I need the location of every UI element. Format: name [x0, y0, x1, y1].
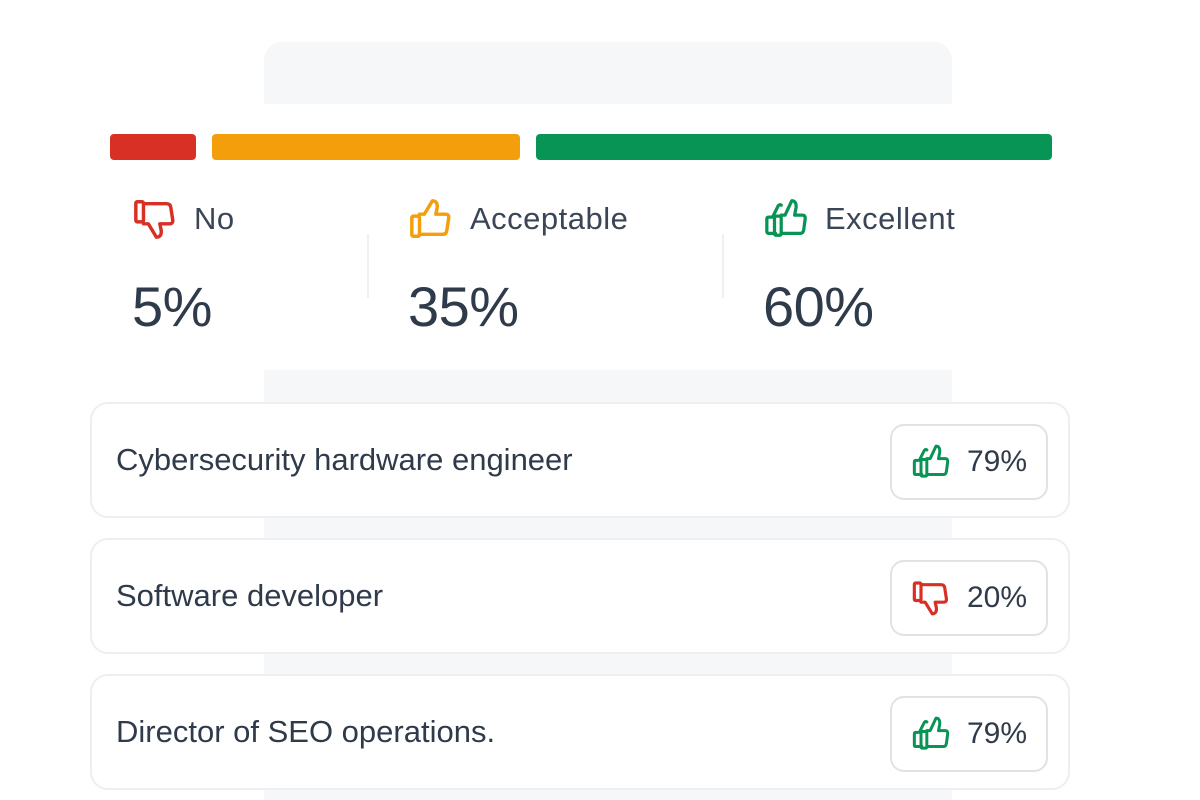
category-no-label: No: [194, 201, 235, 236]
role-row[interactable]: Cybersecurity hardware engineer 79%: [90, 402, 1070, 518]
role-title: Cybersecurity hardware engineer: [116, 442, 573, 477]
divider: [367, 234, 369, 298]
divider: [722, 234, 724, 298]
role-score-badge: 79%: [890, 696, 1048, 772]
distribution-segment-excellent: [536, 134, 1052, 160]
thumbs-down-icon: [912, 581, 949, 616]
role-score: 20%: [966, 581, 1028, 614]
role-score: 79%: [966, 445, 1028, 478]
category-excellent-label: Excellent: [825, 201, 956, 236]
double-thumbs-up-icon: [912, 444, 950, 478]
double-thumbs-up-icon: [765, 199, 807, 237]
distribution-segment-no: [110, 134, 196, 160]
role-score-badge: 20%: [890, 560, 1048, 636]
category-excellent-header: Excellent: [763, 196, 955, 242]
category-acceptable-value: 35%: [408, 275, 519, 338]
category-no-header: No: [132, 196, 235, 242]
role-title: Software developer: [116, 578, 384, 613]
background-panel-top: [264, 42, 952, 104]
role-score: 79%: [966, 717, 1028, 750]
category-excellent-value: 60%: [763, 275, 874, 338]
role-row[interactable]: Software developer 20%: [90, 538, 1070, 654]
distribution-segment-acceptable: [212, 134, 520, 160]
role-row[interactable]: Director of SEO operations. 79%: [90, 674, 1070, 790]
category-no-value: 5%: [132, 275, 212, 338]
double-thumbs-up-icon: [912, 716, 950, 750]
category-acceptable-header: Acceptable: [408, 196, 628, 242]
thumbs-up-icon: [410, 199, 451, 238]
thumbs-down-icon: [134, 200, 175, 239]
category-acceptable-label: Acceptable: [470, 201, 629, 236]
role-score-badge: 79%: [890, 424, 1048, 500]
role-title: Director of SEO operations.: [116, 714, 496, 749]
